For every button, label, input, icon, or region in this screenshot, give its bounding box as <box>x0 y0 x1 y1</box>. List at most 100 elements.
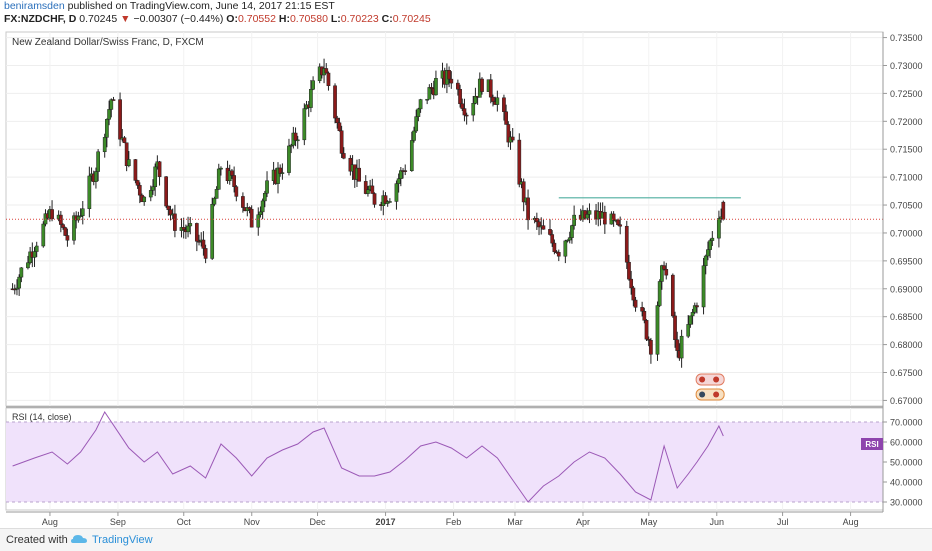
price-tick-label: 0.69500 <box>890 256 923 266</box>
flag-icon <box>713 376 720 383</box>
tradingview-brand[interactable]: TradingView <box>92 534 153 546</box>
candle-body <box>695 305 699 308</box>
time-tick-label: Aug <box>843 517 859 527</box>
candle-body <box>403 170 408 172</box>
candle-body <box>151 186 155 191</box>
time-tick-label: Oct <box>177 517 192 527</box>
candle-body <box>153 166 158 187</box>
price-tick-label: 0.68500 <box>890 312 923 322</box>
time-tick-label: Dec <box>310 517 327 527</box>
candle-body <box>572 214 576 226</box>
author-link[interactable]: beniramsden <box>4 0 65 12</box>
candle-body <box>197 241 201 243</box>
candle-body <box>456 82 460 90</box>
candle-body <box>262 192 267 202</box>
price-tick-label: 0.71500 <box>890 145 923 155</box>
candle-body <box>260 200 265 213</box>
candle-body <box>491 96 495 102</box>
candle-body <box>111 99 116 101</box>
close-label: C: <box>381 13 393 25</box>
candle-body <box>295 139 300 142</box>
candle-body <box>655 305 660 355</box>
candle-body <box>372 193 377 205</box>
candle-body <box>458 88 462 105</box>
candle-body <box>203 248 208 259</box>
candle-body <box>464 114 469 117</box>
candle-body <box>664 269 669 276</box>
candle-body <box>427 87 432 100</box>
candle-body <box>649 339 653 355</box>
candle-body <box>247 207 252 210</box>
candle-body <box>214 189 219 199</box>
time-tick-label: Aug <box>42 517 58 527</box>
candle-body <box>521 181 526 203</box>
candle-body <box>388 201 392 203</box>
candle-body <box>58 214 63 225</box>
price-tick-label: 0.73500 <box>890 33 923 43</box>
candle-body <box>50 209 54 220</box>
candle-body <box>644 320 649 340</box>
candle-body <box>363 181 368 194</box>
candle-body <box>256 214 261 228</box>
candle-body <box>429 87 434 89</box>
candle-body <box>447 70 451 80</box>
candle-body <box>721 201 726 220</box>
candle-body <box>688 315 693 325</box>
candle-body <box>692 305 697 313</box>
candle-body <box>341 153 346 159</box>
candle-body <box>657 281 662 306</box>
candle-body <box>706 249 710 257</box>
time-tick-label: 2017 <box>376 517 396 527</box>
candle-body <box>168 209 173 216</box>
rsi-tick-label: 60.0000 <box>890 438 923 448</box>
low-label: L: <box>330 13 341 25</box>
candle-body <box>19 267 24 278</box>
candle-body <box>662 265 666 270</box>
published-text: published on TradingView.com, June 14, 2… <box>64 0 335 12</box>
candle-body <box>137 185 142 196</box>
candle-body <box>502 97 506 112</box>
candle-body <box>122 137 127 144</box>
price-chart[interactable]: 0.73500 0.73000 0.72500 0.72000 0.71500 0.710… <box>0 28 932 528</box>
candle-body <box>126 159 131 167</box>
candle-body <box>616 219 620 225</box>
candle-body <box>418 99 423 110</box>
price-tick-label: 0.72000 <box>890 117 923 127</box>
candle-body <box>32 251 37 258</box>
candle-body <box>670 274 675 317</box>
candle-body <box>633 299 638 308</box>
candle-body <box>289 144 294 147</box>
candle-body <box>585 214 590 219</box>
candle-body <box>241 196 245 208</box>
candle-body <box>460 103 465 109</box>
candle-body <box>414 116 419 132</box>
candle-body <box>166 205 171 210</box>
candle-body <box>717 218 721 239</box>
chart-title: New Zealand Dollar/Swiss Franc, D, FXCM <box>12 37 204 48</box>
candle-body <box>471 103 476 116</box>
tradingview-logo-icon <box>71 535 87 543</box>
candle-body <box>302 108 307 141</box>
candle-body <box>65 235 70 241</box>
candle-body <box>396 178 401 184</box>
candle-body <box>17 276 22 289</box>
symbol-label: FX:NZDCHF, D <box>4 13 77 25</box>
candle-body <box>181 227 186 230</box>
high-value: 0.70580 <box>289 13 328 25</box>
candle-body <box>41 223 46 247</box>
candle-body <box>194 223 199 242</box>
rsi-tick-label: 70.0000 <box>890 418 923 428</box>
candle-body <box>480 78 484 92</box>
candle-body <box>142 196 147 203</box>
rsi-badge <box>861 438 883 450</box>
candle-body <box>76 215 81 221</box>
candle-body <box>357 167 362 182</box>
candle-body <box>210 203 215 259</box>
candle-body <box>602 211 607 225</box>
flag-icon <box>713 391 720 398</box>
time-tick-label: Mar <box>507 517 523 527</box>
flag-icon <box>699 376 706 383</box>
candle-body <box>506 124 511 143</box>
candle-body <box>552 242 557 253</box>
candle-body <box>280 172 285 174</box>
